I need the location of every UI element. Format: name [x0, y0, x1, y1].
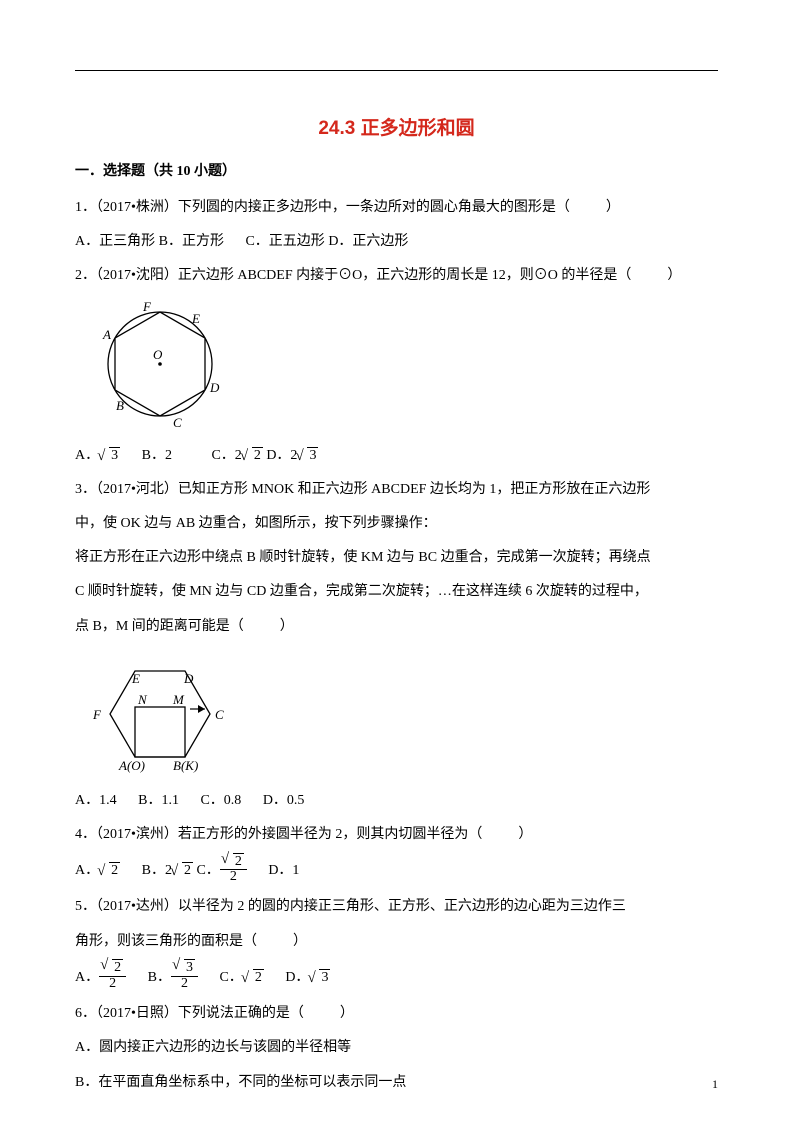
- lbl-C: C: [173, 415, 182, 429]
- q5-D: D．: [285, 970, 309, 985]
- q1-D: D．正六边形: [328, 234, 408, 249]
- q1-options: A．正三角形 B．正方形 C．正五边形 D．正六边形: [75, 226, 718, 258]
- q3-l2: 中，使 OK 边与 AB 边重合，如图所示，按下列步骤操作：: [75, 508, 718, 540]
- q3-l1: 3．（2017•河北）已知正方形 MNOK 和正六边形 ABCDEF 边长均为 …: [75, 474, 718, 506]
- q3-l4: C 顺时针旋转，使 MN 边与 CD 边重合，完成第二次旋转；…在这样连续 6 …: [75, 576, 718, 608]
- q4-options: A．2 B．22 C．22 D．1: [75, 853, 718, 889]
- q4-A: A．: [75, 863, 99, 878]
- page-number: 1: [712, 1077, 718, 1092]
- q2-text: 2．（2017•沈阳）正六边形 ABCDEF 内接于⊙O，正六边形的周长是 12…: [75, 268, 631, 283]
- q5-options: A．22 B．32 C．2 D．3: [75, 960, 718, 996]
- svg-text:M: M: [172, 692, 185, 707]
- svg-text:E: E: [131, 671, 140, 686]
- lbl-B: B: [116, 398, 124, 413]
- q1-stem: 1．（2017•株洲）下列圆的内接正多边形中，一条边所对的圆心角最大的图形是（ ）: [75, 192, 718, 224]
- q2-options: A．3 B．2 C．22 D．23: [75, 440, 718, 472]
- q6-A: A．圆内接正六边形的边长与该圆的半径相等: [75, 1032, 718, 1064]
- q3-B: B．1.1: [138, 793, 179, 808]
- q2-B: B．2: [142, 448, 172, 463]
- q5-B: B．: [148, 970, 171, 985]
- q2-stem: 2．（2017•沈阳）正六边形 ABCDEF 内接于⊙O，正六边形的周长是 12…: [75, 260, 718, 292]
- svg-text:A(O): A(O): [118, 758, 145, 773]
- q4-B: B．2: [142, 863, 172, 878]
- svg-text:N: N: [137, 692, 148, 707]
- lbl-E: E: [191, 311, 200, 326]
- svg-text:C: C: [215, 707, 224, 722]
- section-heading: 一．选择题（共 10 小题）: [75, 160, 718, 180]
- q5-l2: 角形，则该三角形的面积是（）: [75, 926, 718, 958]
- q4-D: D．1: [268, 863, 299, 878]
- q1-A: A．正三角形: [75, 234, 155, 249]
- q3-diagram: E D C B(K) A(O) F N M: [85, 649, 718, 779]
- q5-l1: 5．（2017•达州）以半径为 2 的圆的内接正三角形、正方形、正六边形的边心距…: [75, 891, 718, 923]
- q1-C: C．正五边形: [245, 234, 324, 249]
- q3-l5: 点 B，M 间的距离可能是（）: [75, 611, 718, 643]
- q6-stem: 6．（2017•日照）下列说法正确的是（）: [75, 998, 718, 1030]
- svg-text:B(K): B(K): [173, 758, 198, 773]
- q2-C: C．2: [211, 448, 241, 463]
- q2-A: A．: [75, 448, 99, 463]
- q2-end: ）: [667, 268, 681, 283]
- header-rule: [75, 70, 718, 71]
- q6-B: B．在平面直角坐标系中，不同的坐标可以表示同一点: [75, 1067, 718, 1099]
- lbl-F: F: [142, 299, 152, 314]
- q1-end: ）: [606, 200, 620, 215]
- q4-C: C．: [196, 863, 219, 878]
- q3-l3: 将正方形在正六边形中绕点 B 顺时针旋转，使 KM 边与 BC 边重合，完成第一…: [75, 542, 718, 574]
- q2-D: D．2: [266, 448, 297, 463]
- svg-text:F: F: [92, 707, 102, 722]
- q4-stem: 4．（2017•滨州）若正方形的外接圆半径为 2，则其内切圆半径为（）: [75, 819, 718, 851]
- q3-A: A．1.4: [75, 793, 117, 808]
- q1-B: B．正方形: [159, 234, 224, 249]
- q3-C: C．0.8: [200, 793, 241, 808]
- lbl-O: O: [153, 347, 163, 362]
- q3-options: A．1.4 B．1.1 C．0.8 D．0.5: [75, 785, 718, 817]
- lbl-D: D: [209, 380, 220, 395]
- q2-diagram: O A F E D C B: [85, 299, 718, 434]
- svg-text:D: D: [183, 671, 194, 686]
- q5-A: A．: [75, 970, 99, 985]
- q5-C: C．: [219, 970, 242, 985]
- q1-text: 1．（2017•株洲）下列圆的内接正多边形中，一条边所对的圆心角最大的图形是（: [75, 200, 570, 215]
- lbl-A: A: [102, 327, 111, 342]
- page-title: 24.3 正多边形和圆: [75, 113, 718, 140]
- q3-D: D．0.5: [263, 793, 305, 808]
